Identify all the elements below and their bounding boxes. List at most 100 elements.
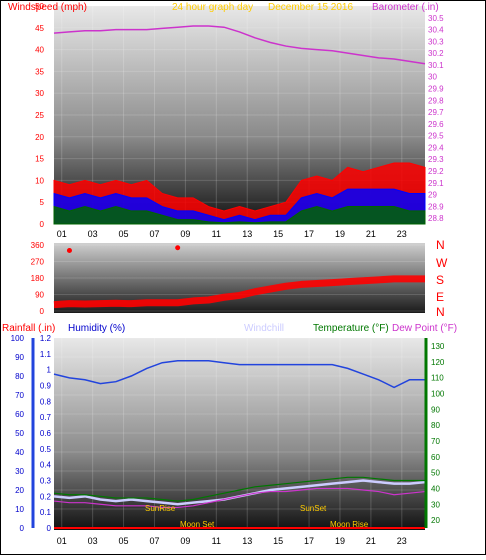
humidity-tick-label: 0 (20, 524, 25, 533)
hour-tick-label: 01 (57, 229, 67, 239)
wind-panel-hour-axis: 01 03 05 07 09 11 13 15 17 19 21 23 (57, 229, 407, 239)
humidity-tick-label: 60 (15, 410, 24, 419)
hour-tick-label: 09 (180, 229, 190, 239)
temperature-tick-label: 40 (431, 484, 440, 493)
temperature-tick-label: 120 (431, 358, 445, 367)
hour-tick-label: 15 (273, 229, 283, 239)
hour-tick-label: 13 (242, 229, 252, 239)
compass-label-s: S (436, 273, 444, 287)
hour-tick-label: 03 (88, 536, 98, 546)
rainfall-tick-label: 0.2 (40, 492, 52, 501)
windspeed-tick-label: 50 (35, 2, 44, 11)
barometer-tick-label: 29.4 (428, 143, 444, 152)
humidity-tick-label: 30 (15, 467, 24, 476)
barometer-tick-label: 29.2 (428, 167, 444, 176)
windspeed-tick-label: 5 (40, 198, 45, 207)
windspeed-title: Windspeed (mph) (8, 2, 87, 13)
hour-tick-label: 11 (212, 229, 221, 239)
rainfall-tick-label: 1.1 (40, 350, 52, 359)
hour-tick-label: 11 (212, 536, 221, 546)
hour-tick-label: 17 (304, 536, 314, 546)
humidity-tick-label: 10 (15, 505, 24, 514)
rainfall-tick-label: 0.6 (40, 429, 52, 438)
barometer-tick-label: 29 (428, 191, 437, 200)
barometer-tick-label: 30 (428, 73, 437, 82)
barometer-tick-label: 29.7 (428, 108, 444, 117)
hour-tick-label: 07 (149, 229, 159, 239)
windspeed-tick-label: 30 (35, 89, 44, 98)
hour-tick-label: 07 (149, 536, 159, 546)
temperature-tick-label: 130 (431, 342, 445, 351)
temperature-tick-label: 70 (431, 437, 440, 446)
windspeed-tick-label: 45 (35, 24, 44, 33)
windspeed-tick-label: 40 (35, 46, 44, 55)
rainfall-axis: 0 0.1 0.2 0.3 0.4 0.5 0.6 0.7 0.8 0.9 1 1.1 1.2 (40, 334, 52, 533)
hour-tick-label: 09 (180, 536, 190, 546)
rainfall-tick-label: 0.4 (40, 461, 52, 470)
sunset-label: SunSet (300, 504, 327, 513)
barometer-line (53, 25, 426, 65)
temperature-axis: 20 30 40 50 60 70 80 90 100 110 120 130 (431, 342, 445, 525)
compass-label-w: W (436, 256, 448, 270)
barometer-tick-label: 28.8 (428, 214, 444, 223)
period-title: 24 hour graph day (172, 2, 253, 13)
temperature-tick-label: 30 (431, 500, 440, 509)
windspeed-tick-label: 35 (35, 67, 44, 76)
direction-axis: 0 90 180 270 360 (31, 241, 45, 316)
barometer-tick-label: 30.4 (428, 26, 444, 35)
rainfall-tick-label: 0.9 (40, 382, 52, 391)
direction-series (53, 245, 425, 309)
moon-rise-label: Moon Rise (330, 520, 369, 529)
direction-tick-label: 270 (31, 258, 45, 267)
windspeed-tick-label: 25 (35, 111, 44, 120)
direction-tick-label: 90 (35, 291, 44, 300)
rainfall-title: Rainfall (.in) (2, 323, 55, 334)
wind-low-area (53, 205, 426, 225)
humidity-title: Humidity (%) (68, 323, 125, 334)
temperature-line (53, 476, 425, 502)
rainfall-tick-label: 1 (47, 366, 52, 375)
humidity-axis: 0 10 20 30 40 50 60 70 80 90 100 (11, 334, 25, 533)
temperature-tick-label: 90 (431, 405, 440, 414)
barometer-tick-label: 29.6 (428, 120, 444, 129)
humidity-tick-label: 100 (11, 334, 25, 343)
hour-tick-label: 01 (57, 536, 67, 546)
rainfall-tick-label: 0.8 (40, 397, 52, 406)
direction-tick-label: 360 (31, 241, 45, 250)
hour-tick-label: 05 (119, 229, 129, 239)
hour-tick-label: 03 (88, 229, 98, 239)
humidity-line (53, 360, 425, 389)
moon-set-label: Moon Set (180, 520, 215, 529)
temperature-tick-label: 80 (431, 421, 440, 430)
barometer-tick-label: 29.8 (428, 96, 444, 105)
barometer-tick-label: 30.2 (428, 49, 444, 58)
wind-direction-point (66, 248, 72, 253)
windspeed-tick-label: 10 (35, 176, 44, 185)
temperature-tick-label: 110 (431, 374, 444, 383)
barometer-tick-label: 28.9 (428, 202, 444, 211)
hour-tick-label: 19 (335, 229, 345, 239)
barometer-axis: 28.8 28.9 29 29.1 29.2 29.3 29.4 29.5 29.6 29.7 29… (428, 14, 444, 223)
wind-direction-trace (53, 275, 425, 309)
hour-tick-label: 23 (397, 536, 407, 546)
temperature-tick-label: 100 (431, 389, 445, 398)
windchill-title: Windchill (244, 323, 284, 334)
hour-tick-label: 05 (119, 536, 129, 546)
windspeed-axis: 0 5 10 15 20 25 30 35 40 45 50 (35, 2, 44, 229)
temperature-panel-grid (54, 337, 425, 529)
humidity-tick-label: 20 (15, 486, 24, 495)
barometer-tick-label: 30.5 (428, 14, 444, 23)
hour-tick-label: 13 (242, 536, 252, 546)
rainfall-tick-label: 0 (47, 524, 52, 533)
windspeed-tick-label: 15 (35, 155, 44, 164)
humidity-tick-label: 70 (15, 391, 24, 400)
wind-direction-point (175, 245, 181, 251)
temperature-panel-series (53, 360, 426, 529)
temperature-title: Temperature (°F) (313, 323, 389, 334)
hour-tick-label: 15 (273, 536, 283, 546)
dew-point-title: Dew Point (°F) (392, 323, 457, 334)
temperature-tick-label: 20 (431, 516, 440, 525)
barometer-tick-label: 29.9 (428, 84, 444, 93)
